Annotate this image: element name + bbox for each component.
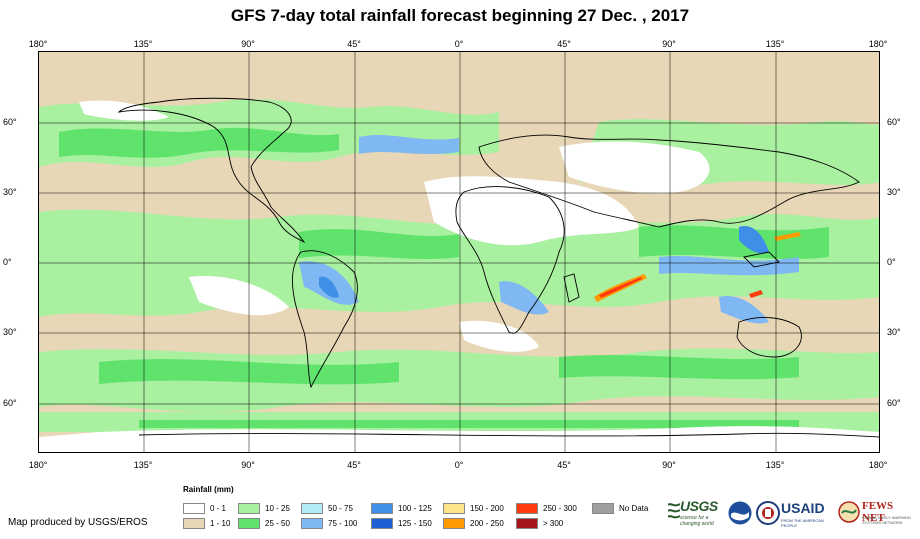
lon-tick-bottom: 180° [868, 460, 888, 470]
legend-item: 1 - 10 [183, 517, 230, 529]
legend-swatch [183, 502, 205, 514]
noaa-logo [728, 497, 752, 529]
lat-tick-right: 0° [887, 257, 896, 267]
lon-tick-top: 135° [133, 39, 153, 49]
lon-tick-bottom: 90° [662, 460, 676, 470]
lon-tick-bottom: 90° [241, 460, 255, 470]
usaid-logo: USAID FROM THE AMERICAN PEOPLE [781, 497, 839, 529]
usaid-wordmark: USAID [781, 500, 825, 516]
legend-swatch [238, 517, 260, 529]
lat-tick-right: 60° [887, 117, 901, 127]
lat-tick-left: 60° [3, 398, 17, 408]
rainfall-map-canvas [39, 52, 879, 452]
lon-tick-bottom: 135° [133, 460, 153, 470]
legend-label: 1 - 10 [210, 518, 231, 528]
legend-swatch [238, 502, 260, 514]
legend-swatch [443, 502, 465, 514]
legend-item: No Data [592, 502, 648, 514]
lat-tick-left: 0° [3, 257, 12, 267]
legend-swatch [371, 517, 393, 529]
legend-label: 150 - 200 [470, 503, 504, 513]
legend-item: 150 - 200 [443, 502, 504, 514]
lon-tick-top: 180° [28, 39, 48, 49]
map-title: GFS 7-day total rainfall forecast beginn… [230, 6, 690, 25]
legend-swatch [516, 502, 538, 514]
coastlines [117, 97, 879, 438]
usgs-wordmark: USGS [680, 498, 718, 514]
lat-tick-left: 30° [3, 327, 17, 337]
fews-wordmark: FEWS NET [862, 500, 894, 524]
legend-label: 200 - 250 [470, 518, 504, 528]
legend-swatch [301, 517, 323, 529]
lon-tick-bottom: 0° [454, 460, 464, 470]
legend-label: 50 - 75 [328, 503, 353, 513]
lon-tick-top: 135° [765, 39, 785, 49]
legend-item: 50 - 75 [301, 502, 353, 514]
lon-tick-top: 0° [454, 39, 464, 49]
lon-tick-top: 90° [241, 39, 255, 49]
legend-label: 25 - 50 [265, 518, 290, 528]
legend-swatch [371, 502, 393, 514]
legend-label: 100 - 125 [398, 503, 432, 513]
legend-item: 0 - 1 [183, 502, 226, 514]
fews-tagline: FAMINE EARLY WARNING SYSTEMS NETWORK [862, 515, 912, 525]
lon-tick-top: 180° [868, 39, 888, 49]
legend-label: 75 - 100 [328, 518, 358, 528]
legend-label: 125 - 150 [398, 518, 432, 528]
legend-item: 125 - 150 [371, 517, 432, 529]
legend-item: 25 - 50 [238, 517, 290, 529]
usgs-waves-icon [668, 503, 680, 519]
fews-globe-icon [838, 501, 860, 523]
lon-tick-top: 90° [662, 39, 676, 49]
legend-label: 0 - 1 [210, 503, 227, 513]
legend-title: Rainfall (mm) [183, 485, 234, 494]
legend-swatch [443, 517, 465, 529]
lat-tick-left: 30° [3, 187, 17, 197]
fews-net-logo: FEWS NET FAMINE EARLY WARNING SYSTEMS NE… [838, 497, 916, 529]
rain-band-dark-blue [319, 226, 769, 298]
usgs-tagline: science for a changing world [680, 515, 714, 527]
legend-item: 100 - 125 [371, 502, 432, 514]
lon-tick-top: 45° [347, 39, 361, 49]
lon-tick-bottom: 45° [557, 460, 571, 470]
lat-tick-right: 60° [887, 398, 901, 408]
credit-text: Map produced by USGS/EROS [8, 517, 148, 528]
lat-tick-right: 30° [887, 187, 901, 197]
legend-item: 250 - 300 [516, 502, 577, 514]
dhs-seal-icon [756, 501, 780, 525]
rain-band-extreme [594, 232, 801, 302]
legend-item: > 300 [516, 517, 563, 529]
usaid-tagline: FROM THE AMERICAN PEOPLE [781, 518, 824, 528]
usgs-logo: USGS science for a changing world [668, 497, 728, 529]
lon-tick-top: 45° [557, 39, 571, 49]
lat-tick-right: 30° [887, 327, 901, 337]
legend-label: No Data [619, 503, 649, 513]
legend-label: > 300 [543, 518, 564, 528]
lon-tick-bottom: 180° [28, 460, 48, 470]
legend-item: 10 - 25 [238, 502, 290, 514]
legend-swatch [592, 502, 614, 514]
dhs-logo [756, 497, 780, 529]
legend-label: 250 - 300 [543, 503, 577, 513]
lon-tick-bottom: 135° [765, 460, 785, 470]
legend-swatch [516, 517, 538, 529]
noaa-seal-icon [728, 501, 752, 525]
rainfall-map[interactable] [38, 51, 880, 453]
legend-label: 10 - 25 [265, 503, 290, 513]
lat-tick-left: 60° [3, 117, 17, 127]
lon-tick-bottom: 45° [347, 460, 361, 470]
legend-swatch [183, 517, 205, 529]
legend-item: 200 - 250 [443, 517, 504, 529]
legend-swatch [301, 502, 323, 514]
legend-item: 75 - 100 [301, 517, 357, 529]
graticule [39, 52, 879, 452]
